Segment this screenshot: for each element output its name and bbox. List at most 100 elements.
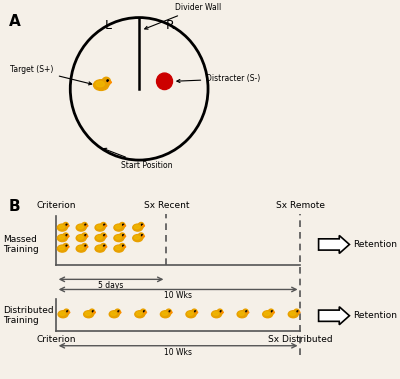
Ellipse shape [57,235,67,241]
Ellipse shape [78,236,83,239]
Ellipse shape [67,246,69,247]
Circle shape [246,311,247,312]
Text: Criterion: Criterion [36,200,76,210]
Ellipse shape [162,312,168,315]
Ellipse shape [213,312,219,315]
Circle shape [102,77,110,86]
Ellipse shape [96,81,104,87]
Circle shape [82,222,87,228]
Ellipse shape [68,312,70,313]
Circle shape [66,224,67,225]
Ellipse shape [239,312,244,315]
Ellipse shape [298,312,300,313]
Text: Sx Remote: Sx Remote [276,200,325,210]
Circle shape [89,309,95,315]
Ellipse shape [114,235,124,241]
Ellipse shape [97,236,102,239]
Ellipse shape [86,236,88,237]
Circle shape [107,80,108,81]
Circle shape [85,235,86,236]
Ellipse shape [109,81,111,83]
Text: Distributed
Training: Distributed Training [3,306,54,326]
Circle shape [85,224,86,225]
Ellipse shape [133,224,143,231]
Ellipse shape [95,224,105,231]
Circle shape [82,233,87,239]
Text: Target (S+): Target (S+) [10,65,92,85]
Circle shape [101,233,106,239]
Ellipse shape [109,311,119,318]
Ellipse shape [94,312,95,313]
Text: L: L [105,19,112,33]
Circle shape [104,235,105,236]
Ellipse shape [119,312,121,313]
FancyArrow shape [318,307,350,325]
Ellipse shape [95,235,105,241]
Ellipse shape [105,236,107,237]
Ellipse shape [116,246,121,250]
Ellipse shape [114,224,124,231]
Ellipse shape [76,245,86,252]
Ellipse shape [143,236,144,237]
Circle shape [101,243,106,249]
Ellipse shape [57,224,67,231]
Text: Retention: Retention [353,240,397,249]
Ellipse shape [188,312,193,315]
Ellipse shape [263,311,272,318]
Ellipse shape [124,246,126,247]
Text: Start Position: Start Position [103,148,173,170]
Circle shape [169,311,170,312]
Text: Distracter (S-): Distracter (S-) [177,74,260,83]
Circle shape [115,309,120,315]
Circle shape [166,309,172,315]
Ellipse shape [57,245,67,252]
Ellipse shape [247,312,249,313]
Ellipse shape [160,311,170,318]
Ellipse shape [186,311,196,318]
Text: R: R [166,19,174,33]
Circle shape [66,235,67,236]
Ellipse shape [288,311,298,318]
Ellipse shape [59,246,64,250]
Circle shape [63,222,68,228]
Ellipse shape [76,235,86,241]
Text: A: A [9,14,20,29]
Circle shape [243,309,248,315]
Ellipse shape [196,312,198,313]
Circle shape [66,245,67,246]
Ellipse shape [237,311,247,318]
Ellipse shape [85,312,91,315]
Ellipse shape [59,225,64,229]
Ellipse shape [58,311,68,318]
Text: Divider Wall: Divider Wall [145,3,222,29]
Circle shape [156,73,172,89]
Ellipse shape [136,312,142,315]
Circle shape [140,309,146,315]
Text: Criterion: Criterion [36,335,76,344]
Ellipse shape [145,312,146,313]
Ellipse shape [116,225,121,229]
Circle shape [192,309,197,315]
Circle shape [120,222,125,228]
Circle shape [64,309,69,315]
Ellipse shape [133,235,143,241]
Ellipse shape [105,246,107,247]
Ellipse shape [60,312,65,315]
Circle shape [104,245,105,246]
Text: 10 Wks: 10 Wks [164,348,192,357]
Text: B: B [9,199,20,215]
Ellipse shape [170,312,172,313]
Text: 10 Wks: 10 Wks [164,291,192,300]
Circle shape [67,311,68,312]
Circle shape [82,243,87,249]
Circle shape [63,233,68,239]
Circle shape [92,311,94,312]
Ellipse shape [95,245,105,252]
Ellipse shape [124,236,126,237]
Ellipse shape [59,236,64,239]
Ellipse shape [212,311,222,318]
Ellipse shape [134,236,140,239]
Ellipse shape [134,225,140,229]
Circle shape [217,309,223,315]
Circle shape [118,311,119,312]
